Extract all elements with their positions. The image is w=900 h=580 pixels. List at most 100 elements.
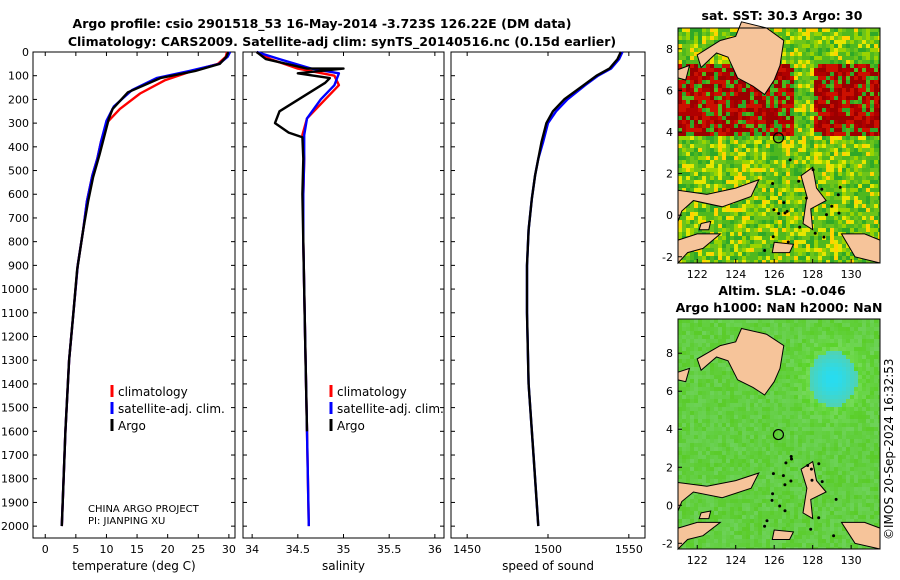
map-cell <box>774 387 778 391</box>
map-cell <box>726 132 730 136</box>
map-cell <box>682 399 686 403</box>
map-cell <box>874 343 878 347</box>
map-cell <box>750 148 754 152</box>
map-cell <box>842 52 846 56</box>
map-cell <box>834 216 838 220</box>
map-cell <box>706 323 710 327</box>
map-cell <box>878 92 880 96</box>
map-cell <box>682 160 686 164</box>
map-cell <box>850 168 854 172</box>
map-cell <box>718 228 722 232</box>
map-cell <box>846 32 850 36</box>
map-cell <box>746 232 750 236</box>
map-cell <box>806 120 810 124</box>
map-cell <box>854 355 858 359</box>
map-cell <box>810 447 814 451</box>
map-cell <box>706 423 710 427</box>
map-cell <box>818 347 822 351</box>
map-cell <box>782 208 786 212</box>
map-cell <box>702 144 706 148</box>
map-cell <box>818 407 822 411</box>
map-cell <box>846 260 850 263</box>
map-cell <box>778 260 782 263</box>
map-cell <box>758 136 762 140</box>
map-cell <box>718 423 722 427</box>
map-cell <box>742 152 746 156</box>
map-cell <box>854 168 858 172</box>
map-cell <box>794 252 798 256</box>
map-cell <box>858 96 862 100</box>
map-cell <box>710 84 714 88</box>
map-cell <box>746 168 750 172</box>
map-cell <box>866 212 870 216</box>
map-cell <box>854 44 858 48</box>
map-cell <box>838 236 842 240</box>
map-cell <box>778 224 782 228</box>
map-cell <box>690 224 694 228</box>
map-cell <box>750 132 754 136</box>
map-cell <box>770 224 774 228</box>
map-cell <box>826 407 830 411</box>
map-cell <box>826 244 830 248</box>
map-cell <box>702 152 706 156</box>
map-cell <box>690 36 694 40</box>
island-dot <box>786 240 790 244</box>
map-cell <box>722 156 726 160</box>
map-frame <box>677 27 881 264</box>
map-cell <box>730 216 734 220</box>
map-cell <box>718 451 722 455</box>
map-cell <box>782 128 786 132</box>
map-cell <box>838 108 842 112</box>
map-cell <box>874 192 878 196</box>
map-cell <box>734 92 738 96</box>
map-cell <box>798 363 802 367</box>
map-cell <box>854 160 858 164</box>
map-cell <box>822 411 826 415</box>
map-cell <box>834 136 838 140</box>
map-cell <box>770 415 774 419</box>
map-cell <box>798 184 802 188</box>
map-cell <box>702 248 706 252</box>
map-cell <box>874 204 878 208</box>
map-cell <box>698 423 702 427</box>
map-cell <box>810 128 814 132</box>
map-cell <box>866 327 870 331</box>
map-cell <box>870 232 874 236</box>
map-cell <box>746 260 750 263</box>
map-cell <box>862 160 866 164</box>
map-cell <box>874 136 878 140</box>
map-cell <box>878 68 880 72</box>
map-cell <box>766 200 770 204</box>
map-cell <box>838 419 842 423</box>
map-cell <box>846 331 850 335</box>
map-cell <box>822 395 826 399</box>
map-cell <box>830 228 834 232</box>
map-cell <box>754 423 758 427</box>
map-cell <box>878 200 880 204</box>
map-cell <box>870 407 874 411</box>
map-cell <box>682 327 686 331</box>
map-cell <box>770 240 774 244</box>
map-cell <box>846 220 850 224</box>
map-cell <box>786 200 790 204</box>
map-cell <box>734 180 738 184</box>
map-cell <box>774 439 778 443</box>
map-cell <box>758 124 762 128</box>
map-cell <box>854 180 858 184</box>
map-cell <box>702 40 706 44</box>
map-cell <box>878 176 880 180</box>
map-cell <box>682 52 686 56</box>
map-cell <box>722 72 726 76</box>
map-cell <box>690 395 694 399</box>
map-cell <box>870 64 874 68</box>
map-cell <box>862 200 866 204</box>
map-cell <box>866 319 870 323</box>
map-cell <box>698 343 702 347</box>
map-cell <box>702 260 706 263</box>
map-cell <box>778 104 782 108</box>
map-cell <box>694 319 698 323</box>
map-cell <box>782 252 786 256</box>
map-cell <box>798 200 802 204</box>
lat-tick-label: 4 <box>666 126 673 139</box>
map-cell <box>766 403 770 407</box>
